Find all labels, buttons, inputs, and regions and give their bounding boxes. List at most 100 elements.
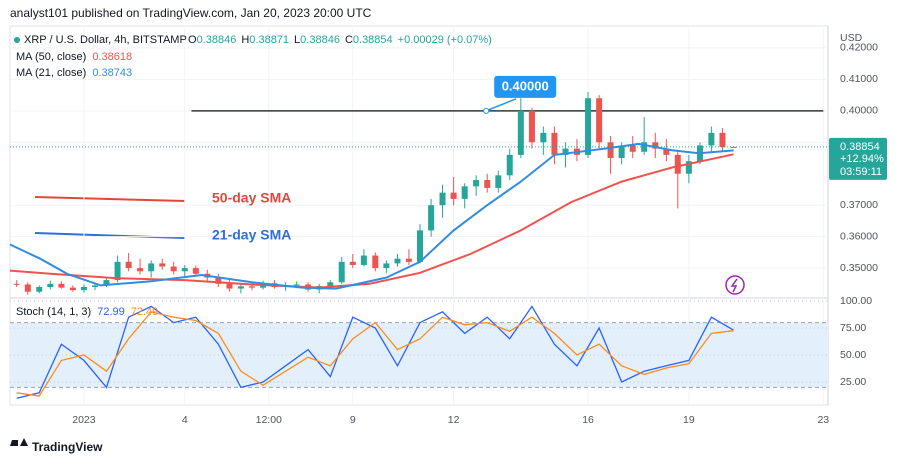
candle-body (372, 255, 379, 269)
candle-body (562, 148, 569, 155)
price-tag-change: +12.94% (840, 153, 884, 165)
candle-body (36, 286, 43, 292)
candle-body (92, 285, 99, 287)
stoch-tick-label: 50.00 (840, 349, 866, 361)
candle-body (618, 145, 625, 159)
stoch-tick-label: 25.00 (840, 376, 866, 388)
logo (10, 438, 28, 446)
currency: USD (840, 32, 863, 44)
candle-body (148, 263, 155, 272)
candle-body (394, 258, 401, 264)
candle-body (585, 98, 592, 155)
ohlc-key: O (188, 34, 197, 46)
callout-box (494, 75, 557, 98)
stoch-tick-label: 100.00 (840, 295, 872, 307)
candle-body (663, 148, 670, 155)
stoch-value: 72.99 (97, 306, 125, 318)
footer: TradingView (32, 440, 103, 454)
callout-anchor (483, 107, 490, 114)
callout-stem (485, 98, 517, 112)
candle-body (80, 286, 87, 291)
candle-body (125, 261, 132, 269)
x-tick-label: 12:00 (256, 414, 282, 426)
annotation: 50-day SMA (212, 190, 291, 206)
x-tick-label: 9 (350, 414, 356, 426)
stoch-line (16, 311, 734, 397)
candle-body (248, 286, 255, 288)
callout-label: 0.40000 (502, 78, 549, 93)
x-tick-label: 23 (817, 414, 829, 426)
candle-body (652, 142, 659, 149)
candle-body (473, 180, 480, 187)
candle-body (338, 261, 345, 283)
candle-body (551, 132, 558, 155)
candle-body (103, 280, 110, 286)
x-tick-label: 12 (448, 414, 460, 426)
stoch-value: 72.49 (131, 306, 159, 318)
candle-body (417, 230, 424, 262)
candle-body (641, 142, 648, 152)
stoch-name: Stoch (14, 1, 3) (16, 306, 91, 318)
candle-body (439, 192, 446, 206)
ma-line (9, 142, 734, 290)
candle-body (159, 263, 166, 267)
candle-body (450, 192, 457, 199)
candle-body (607, 142, 614, 159)
y-tick-label: 0.37000 (840, 199, 878, 211)
candle-body (461, 186, 468, 199)
candle-body (327, 282, 334, 287)
candle-body (674, 154, 681, 174)
ma-line (9, 153, 734, 289)
legend-name: MA (21, close) (16, 67, 86, 79)
candle-body (540, 132, 547, 143)
candle-body (226, 283, 233, 289)
sma50-sample (34, 196, 186, 202)
ohlc-change: +0.00029 (+0.07%) (398, 34, 492, 46)
ohlc-value: 0.38846 (300, 34, 340, 46)
x-tick-label: 16 (582, 414, 594, 426)
candle-body (719, 132, 726, 148)
ohlc-value: 0.38871 (249, 34, 289, 46)
price-tag-countdown: 03:59:11 (840, 166, 882, 178)
legend-value: 0.38743 (92, 67, 132, 79)
candle-body (708, 132, 715, 146)
candle-body (137, 268, 144, 272)
ohlc-key: L (294, 34, 300, 46)
candle-body (685, 161, 692, 174)
y-tick-label: 0.41000 (840, 73, 878, 85)
stoch-line (16, 305, 734, 399)
y-tick-label: 0.40000 (840, 105, 878, 117)
candle-body (47, 283, 54, 287)
icon-bolt (730, 278, 738, 293)
candle-body (506, 154, 513, 176)
y-tick-label: 0.36000 (840, 230, 878, 242)
icon (725, 275, 745, 295)
candle-body (192, 268, 199, 274)
candle-body (495, 175, 502, 188)
candle-body (528, 110, 535, 143)
x-tick-label: 19 (683, 414, 695, 426)
x-tick-label: 4 (182, 414, 188, 426)
stoch-tick-label: 75.00 (840, 322, 866, 334)
candle-body (596, 98, 603, 143)
candle-body (181, 268, 188, 272)
y-tick-label: 0.42000 (840, 42, 878, 54)
candle-body (13, 283, 20, 285)
sma21-sample (34, 232, 186, 239)
candle-body (383, 263, 390, 269)
ohlc-key: C (345, 34, 353, 46)
candle-body (428, 205, 435, 231)
candle-body (293, 284, 300, 286)
candle-body (629, 145, 636, 152)
header: analyst101 published on TradingView.com,… (10, 6, 372, 20)
candle-body (69, 287, 76, 291)
candle-body (405, 258, 412, 262)
candle-body (114, 261, 121, 281)
candle-body (360, 255, 367, 265)
candle-body (170, 266, 177, 272)
symbol-dot (14, 37, 20, 43)
candle-body (237, 286, 244, 289)
candle-body (517, 110, 524, 155)
candle-body (349, 261, 356, 265)
